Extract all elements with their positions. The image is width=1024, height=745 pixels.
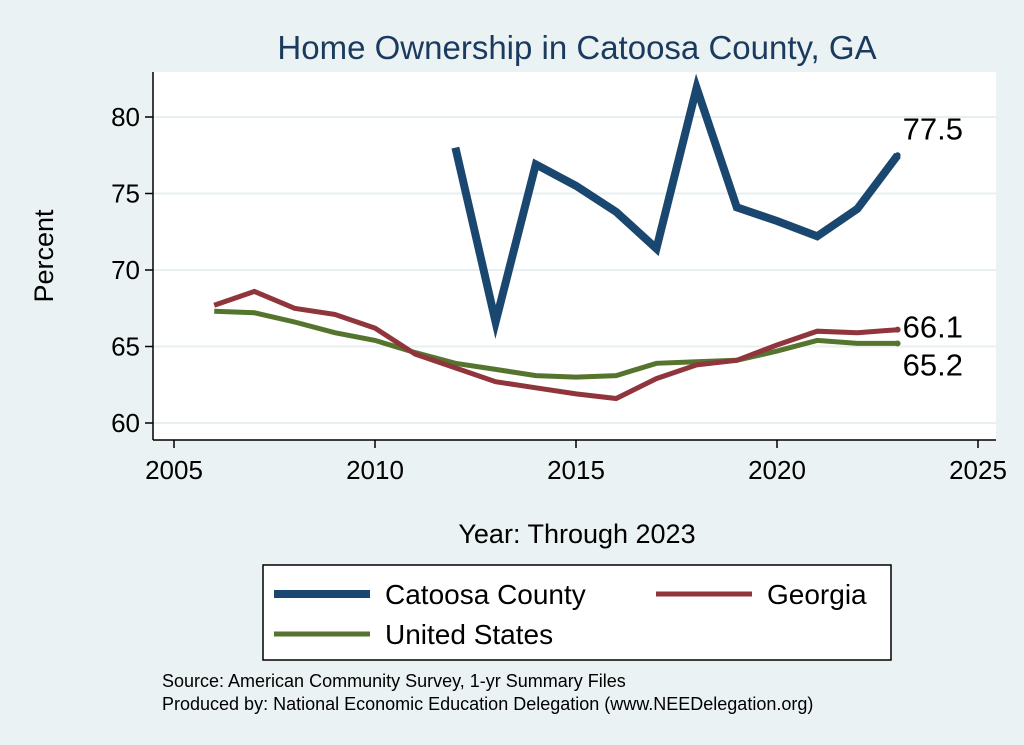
chart-title: Home Ownership in Catoosa County, GA [277, 29, 876, 66]
gridlines [153, 116, 996, 424]
y-tick-label-80: 80 [111, 102, 140, 132]
x-tick-label-2005: 2005 [145, 455, 203, 485]
series-end-marker-catoosa-county [894, 152, 901, 159]
x-axis: 2005 2010 2015 2020 2025 [145, 439, 1007, 485]
series-lines [213, 73, 901, 402]
x-tick-label-2015: 2015 [547, 455, 605, 485]
legend-label-georgia: Georgia [767, 579, 867, 610]
producer-note: Produced by: National Economic Education… [162, 694, 813, 714]
series-line-georgia [213, 288, 898, 402]
series-line-catoosa-county [451, 73, 901, 339]
y-axis-label: Percent [29, 209, 59, 303]
series-line-united-states [214, 308, 898, 380]
x-tick-label-2020: 2020 [748, 455, 806, 485]
x-axis-label: Year: Through 2023 [458, 519, 695, 549]
y-tick-label-65: 65 [111, 332, 140, 362]
end-label-georgia: 66.1 [903, 310, 963, 345]
end-label-united-states: 65.2 [903, 347, 963, 382]
legend-box [262, 564, 892, 661]
series-end-marker-united-states [894, 340, 901, 347]
y-tick-label-75: 75 [111, 179, 140, 209]
x-tick-label-2025: 2025 [949, 455, 1007, 485]
legend: Catoosa County Georgia United States [262, 564, 892, 661]
y-tick-label-70: 70 [111, 255, 140, 285]
y-tick-label-60: 60 [111, 408, 140, 438]
y-axis: 60 65 70 75 80 [111, 72, 154, 440]
plot-area [153, 72, 996, 440]
x-tick-label-2010: 2010 [346, 455, 404, 485]
end-label-catoosa-county: 77.5 [903, 111, 963, 146]
series-end-marker-georgia [894, 326, 901, 333]
source-note: Source: American Community Survey, 1-yr … [162, 671, 626, 691]
end-labels: 77.5 66.165.2 [903, 111, 963, 382]
legend-label-catoosa-county: Catoosa County [385, 579, 586, 610]
legend-label-united-states: United States [385, 619, 553, 650]
